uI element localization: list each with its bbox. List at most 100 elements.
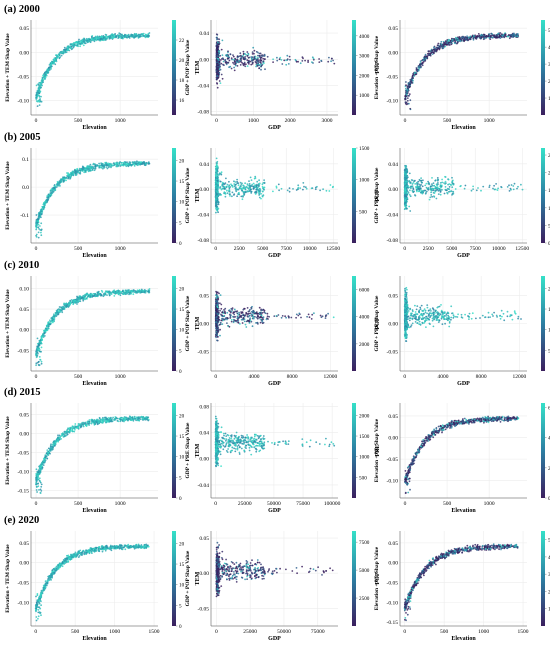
scatter-point [63,304,65,306]
scatter-point [473,38,475,40]
scatter-point [431,183,433,185]
scatter-point [249,185,251,187]
scatter-point [121,292,123,294]
scatter-point [37,218,39,220]
scatter-point [240,182,242,184]
scatter-point [258,193,260,195]
scatter-point [408,206,410,208]
scatter-point [135,163,137,165]
scatter-point [113,295,115,297]
scatter-point [419,189,421,191]
scatter-point [222,40,224,42]
scatter-point [306,316,308,318]
scatter-point [47,195,49,197]
scatter-point [106,38,108,40]
scatter-point [434,180,436,182]
scatter-point [109,294,111,296]
scatter-point [86,293,88,295]
scatter-point [259,183,261,185]
scatter-point [426,183,428,185]
x-tick-label: 0 [403,246,406,252]
scatter-point [137,161,139,163]
colorbar-tick-label: 10 [179,200,185,206]
scatter-point [56,184,58,186]
scatter-point [40,234,42,236]
x-tick-label: 0 [215,118,218,124]
scatter-point [243,51,245,53]
scatter-point [218,44,220,46]
scatter-point [414,180,416,182]
scatter-point [63,307,65,309]
scatter-point [63,178,65,180]
scatter-point [248,180,250,182]
x-axis-label: GDP [268,125,281,131]
scatter-point [251,58,253,60]
y-tick-label: 0.04 [199,31,209,37]
scatter-point [103,295,105,297]
scatter-point [216,158,218,160]
scatter-point [488,186,490,188]
scatter-point [227,184,229,186]
scatter-point [143,35,145,37]
scatter-point [262,58,264,60]
scatter-point [71,48,73,50]
scatter-point [434,191,436,193]
scatter-point [101,295,103,297]
scatter-point [242,55,244,57]
y-tick-label: 0.05 [19,26,29,32]
scatter-point [78,171,80,173]
scatter-point [85,170,87,172]
scatter-point [328,57,330,59]
scatter-point [41,363,43,365]
y-tick-label: -0.05 [18,348,30,354]
scatter-point [319,190,321,192]
scatter-point [300,62,302,64]
scatter-point [422,179,424,181]
scatter-point [242,198,244,200]
scatter-point [62,53,64,55]
scatter-point [132,293,134,295]
scatter-point [90,41,92,43]
scatter-point [417,66,419,68]
scatter-point [78,39,80,41]
scatter-point [478,33,480,35]
scatter-point [422,59,424,61]
scatter-point [415,73,417,75]
scatter-point [94,165,96,167]
scatter-points [216,33,336,88]
scatter-point [508,34,510,36]
scatter-point [57,56,59,58]
scatter-point [36,227,38,229]
scatter-point [218,203,220,205]
scatter-point [44,72,46,74]
colorbar-tick-label: 15 [179,307,185,313]
scatter-point [449,42,451,44]
scatter-point [437,44,439,46]
scatter-point [433,49,435,51]
scatter-point [262,312,264,314]
colorbar-tick-label: 1500 [359,146,370,152]
scatter-point [442,43,444,45]
scatter-point [472,188,474,190]
scatter-point [259,188,261,190]
scatter-point [39,349,41,351]
scatter-point [454,40,456,42]
scatter-point [489,185,491,187]
scatter-point [97,291,99,293]
scatter-point [58,314,60,316]
scatter-point [39,351,41,353]
scatter-point [108,291,110,293]
scatter-point [476,190,478,192]
scatter-point [58,308,60,310]
scatter-point [215,206,217,208]
y-tick-label: -0.08 [387,238,399,244]
scatter-point [256,181,258,183]
scatter-point [288,63,290,65]
scatter-point [55,315,57,317]
scatter-point [43,207,45,209]
scatter-point [118,290,120,292]
y-axis-label: GDP + POP Shap Value [185,167,191,223]
scatter-point [497,37,499,39]
x-tick-label: 5000 [257,246,268,252]
